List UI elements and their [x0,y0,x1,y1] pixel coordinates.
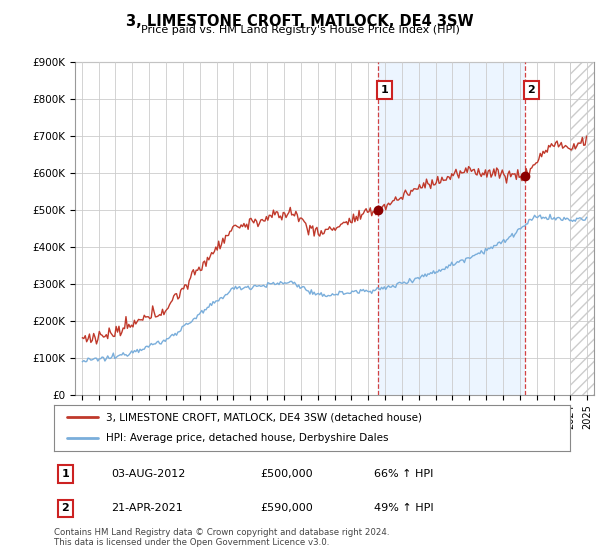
Text: 49% ↑ HPI: 49% ↑ HPI [374,503,434,514]
Text: 2: 2 [527,85,535,95]
Text: 03-AUG-2012: 03-AUG-2012 [111,469,185,479]
Text: 21-APR-2021: 21-APR-2021 [111,503,182,514]
Text: HPI: Average price, detached house, Derbyshire Dales: HPI: Average price, detached house, Derb… [106,433,388,444]
Text: 3, LIMESTONE CROFT, MATLOCK, DE4 3SW (detached house): 3, LIMESTONE CROFT, MATLOCK, DE4 3SW (de… [106,412,422,422]
Text: Price paid vs. HM Land Registry's House Price Index (HPI): Price paid vs. HM Land Registry's House … [140,25,460,35]
Text: £500,000: £500,000 [260,469,313,479]
Text: Contains HM Land Registry data © Crown copyright and database right 2024.
This d: Contains HM Land Registry data © Crown c… [54,528,389,547]
Text: 1: 1 [61,469,69,479]
Text: 2: 2 [61,503,69,514]
Bar [571,62,594,395]
Bar [378,62,525,395]
Text: 66% ↑ HPI: 66% ↑ HPI [374,469,433,479]
Bar [571,62,594,395]
Text: 3, LIMESTONE CROFT, MATLOCK, DE4 3SW: 3, LIMESTONE CROFT, MATLOCK, DE4 3SW [126,14,474,29]
Text: 1: 1 [380,85,388,95]
Text: £590,000: £590,000 [260,503,313,514]
